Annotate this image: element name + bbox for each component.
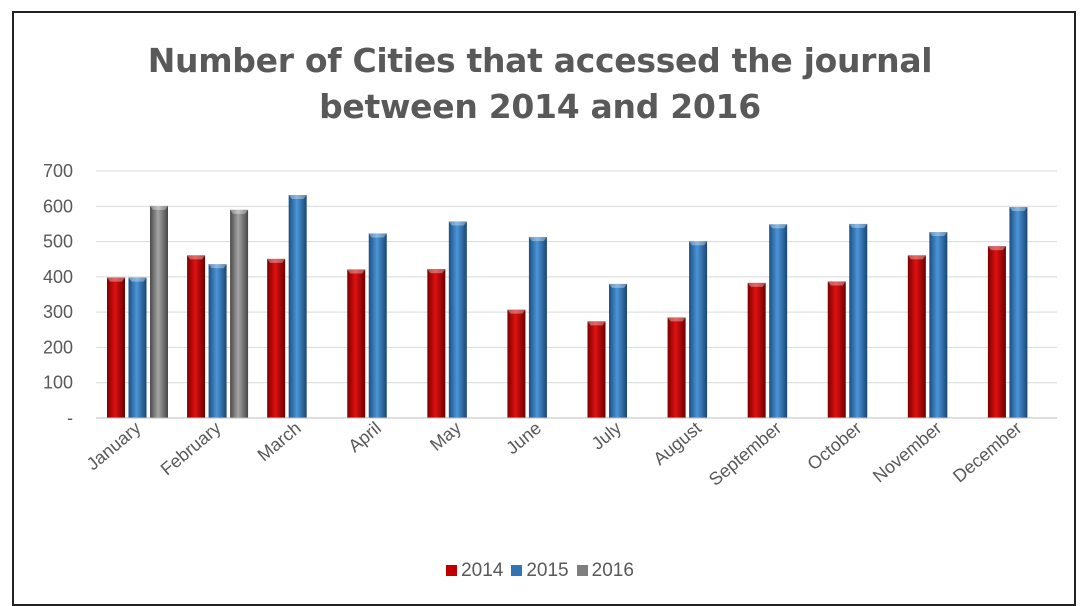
- bar-2015-october: [849, 223, 868, 418]
- bar-2014-january: [107, 277, 125, 418]
- legend-item-2015: 2015: [511, 560, 569, 582]
- legend-swatch: [511, 565, 523, 576]
- bar-2015-may: [448, 221, 467, 418]
- legend-item-2014: 2014: [446, 560, 503, 582]
- bar-2014-february: [187, 255, 206, 418]
- gridlines: [96, 170, 1057, 384]
- x-tick-label: July: [588, 418, 625, 454]
- x-tick-label: August: [649, 418, 705, 469]
- x-tick-label: October: [803, 418, 865, 474]
- bar-2015-june: [528, 236, 547, 418]
- legend-swatch: [576, 565, 588, 576]
- x-tick-label: September: [705, 418, 785, 490]
- y-tick-label: 100: [43, 373, 73, 393]
- y-tick-label: 400: [43, 267, 73, 287]
- legend-item-2016: 2016: [576, 560, 634, 582]
- bar-2015-april: [368, 233, 387, 418]
- bar-2015-september: [769, 224, 788, 418]
- x-tick-label: January: [83, 418, 145, 474]
- x-tick-label: March: [254, 418, 305, 465]
- x-tick-label: June: [502, 418, 545, 458]
- bar-2016-february: [230, 209, 249, 418]
- bar-2015-july: [609, 283, 627, 418]
- legend-label: 2014: [461, 560, 504, 581]
- y-tick-label: 300: [43, 302, 73, 322]
- bar-2015-january: [128, 277, 147, 418]
- bar-2015-february: [208, 264, 227, 418]
- bars: [107, 194, 1028, 418]
- bar-2014-november: [907, 255, 926, 418]
- y-tick-label: 500: [43, 232, 73, 252]
- bar-2016-january: [150, 205, 168, 418]
- x-tick-label: November: [869, 418, 945, 487]
- y-tick-label: 200: [43, 337, 73, 357]
- x-tick-label: April: [344, 418, 384, 456]
- x-tick-label: May: [426, 418, 465, 455]
- legend-swatch: [446, 565, 458, 576]
- y-tick-label: 600: [43, 196, 73, 216]
- bar-2015-december: [1009, 206, 1028, 418]
- legend-label: 2016: [591, 560, 634, 581]
- x-tick-label: February: [157, 418, 225, 480]
- bar-2014-september: [747, 282, 766, 418]
- bar-2014-december: [987, 246, 1006, 418]
- chart-title-line-2: between 2014 and 2016: [319, 87, 761, 126]
- bar-2014-june: [507, 309, 526, 418]
- bar-2014-october: [827, 281, 846, 418]
- bar-2015-august: [689, 241, 708, 418]
- x-tick-label: December: [949, 418, 1025, 487]
- bar-2014-august: [667, 317, 686, 418]
- y-axis: - 100 200 300 400 500 600 700: [43, 161, 73, 428]
- y-tick-label: 700: [43, 161, 73, 181]
- bar-2015-november: [929, 232, 948, 418]
- legend-label: 2015: [526, 560, 569, 581]
- chart-title: Number of Cities that accessed the journ…: [0, 38, 1080, 130]
- bar-2015-march: [288, 194, 307, 418]
- legend: 2014 2015 2016: [0, 560, 1080, 582]
- bar-2014-march: [267, 258, 286, 418]
- y-tick-label: -: [67, 408, 73, 428]
- chart-title-line-1: Number of Cities that accessed the journ…: [147, 41, 933, 80]
- bar-2014-july: [587, 321, 606, 418]
- bar-2014-april: [347, 269, 366, 418]
- x-axis: January February March April May June July Augu…: [83, 417, 1057, 490]
- bar-2014-may: [427, 269, 446, 418]
